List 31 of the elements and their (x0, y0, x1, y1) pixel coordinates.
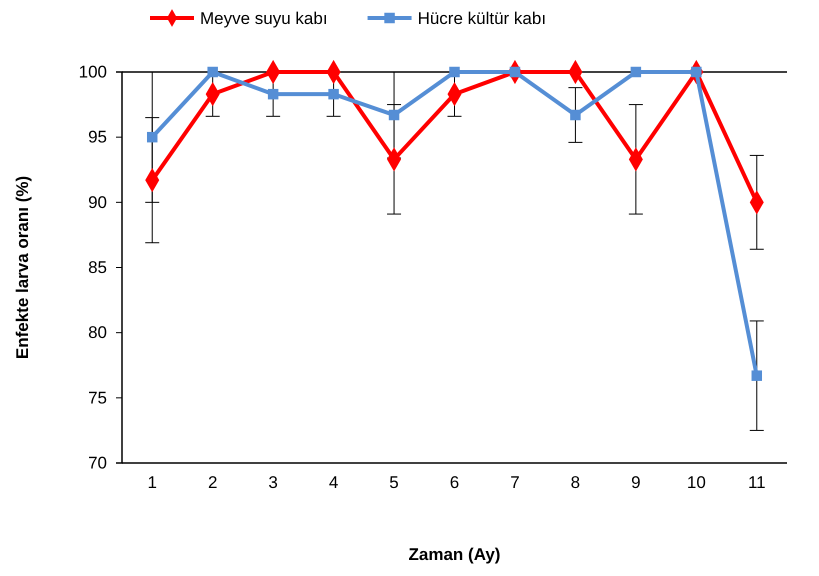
x-tick-label: 9 (631, 473, 641, 492)
y-tick-label: 80 (88, 323, 107, 342)
y-tick-label: 85 (88, 258, 107, 277)
x-tick-label: 8 (570, 473, 580, 492)
point (570, 110, 581, 120)
point (268, 88, 278, 100)
x-tick-label: 1 (147, 473, 157, 492)
y-tick-label: 75 (88, 388, 107, 408)
y-tick-label: 100 (78, 62, 107, 82)
point (630, 66, 642, 78)
x-tick-label: 6 (450, 473, 460, 492)
point (146, 132, 158, 142)
x-tick-label: 10 (686, 473, 706, 492)
point (328, 88, 339, 100)
x-axis-title: Zaman (Ay) (408, 545, 500, 564)
point (388, 110, 400, 120)
point (449, 66, 460, 78)
x-tick-label: 3 (268, 473, 278, 492)
y-tick-label: 90 (88, 192, 107, 212)
point (207, 66, 218, 78)
y-tick-label: 95 (88, 128, 107, 147)
x-tick-label: 11 (748, 473, 766, 492)
y-tick-label: 70 (88, 453, 107, 472)
legend-label: Meyve suyu kabı (200, 9, 328, 28)
x-tick-label: 7 (510, 473, 520, 492)
x-tick-label: 4 (328, 473, 338, 492)
y-axis-title: Enfekte larva oranı (%) (13, 176, 32, 360)
x-tick-label: 2 (208, 473, 218, 492)
x-tick-label: 5 (389, 473, 399, 492)
point (752, 370, 762, 381)
legend-label: Hücre kültür kabı (418, 9, 546, 28)
